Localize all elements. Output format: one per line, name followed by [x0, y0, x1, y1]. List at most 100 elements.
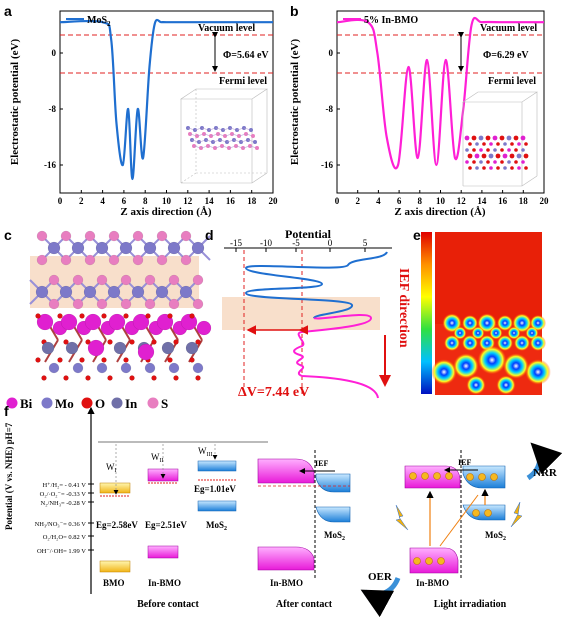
atom — [517, 142, 521, 146]
atom — [119, 241, 133, 255]
panel-b-fermi-label: Fermi level — [488, 76, 536, 87]
xtick-label: 6 — [397, 196, 402, 206]
atom — [192, 362, 204, 374]
electron — [466, 473, 474, 481]
atom — [120, 362, 132, 374]
atom — [132, 313, 150, 331]
atom — [524, 142, 528, 146]
atom — [496, 142, 500, 146]
charge-spot — [514, 335, 530, 351]
atom — [502, 153, 508, 159]
ytick-label: 0 — [329, 48, 334, 58]
light-irradiation-label: Light irradiation — [434, 599, 507, 610]
panel-c-heterostructure — [29, 230, 212, 381]
panel-b-xlabel: Z axis direction (Å) — [394, 206, 485, 218]
xtick-label: 6 — [122, 196, 127, 206]
atom — [180, 254, 192, 266]
ytick-label: -16 — [321, 160, 333, 170]
atom — [151, 339, 157, 345]
panel-d-interface-band — [222, 297, 380, 330]
atom — [196, 320, 212, 336]
electron — [409, 472, 417, 480]
atom — [65, 341, 79, 355]
w3-label: WIII — [198, 446, 213, 458]
xtick-label: 16 — [498, 196, 508, 206]
atom — [156, 230, 168, 242]
atom — [464, 135, 470, 141]
after-inbmo-cb — [257, 458, 315, 484]
atom — [489, 166, 493, 170]
atom — [41, 375, 47, 381]
atom — [489, 142, 493, 146]
atom — [57, 357, 63, 363]
redox-level-label: O₂/·O₂⁻= -0.33 V — [40, 491, 87, 498]
atom — [503, 166, 507, 170]
atom — [475, 142, 479, 146]
atom — [499, 135, 505, 141]
atom — [120, 298, 132, 310]
panel-b: b 0 2 4 6 8 10 12 14 16 18 20 0 -8 -16 5% In-BMO Vac… — [289, 3, 549, 218]
atom — [510, 166, 514, 170]
charge-spot — [497, 315, 513, 331]
mos2-label: MoS2 — [206, 520, 227, 532]
xtick-label: 20 — [269, 196, 279, 206]
charge-spot — [466, 375, 486, 395]
atom — [516, 153, 522, 159]
atom — [47, 241, 61, 255]
atom — [84, 313, 102, 331]
ytick-label: 0 — [52, 48, 57, 58]
oer-label: OER — [368, 571, 393, 583]
atom — [471, 135, 477, 141]
bmo-vb — [99, 560, 131, 573]
atom — [514, 160, 518, 164]
atom — [520, 135, 526, 141]
bmo-label: BMO — [103, 578, 125, 588]
panel-b-phi: Φ=6.29 eV — [483, 50, 529, 61]
atom — [151, 375, 157, 381]
atom — [472, 148, 476, 152]
charge-spot — [431, 359, 457, 385]
panel-d-title: Potential — [285, 227, 332, 241]
atom — [132, 254, 144, 266]
atom — [107, 375, 113, 381]
redox-level-label: H⁺/H₂= - 0.41 V — [42, 482, 86, 489]
ytick-label: -8 — [49, 104, 57, 114]
atom — [189, 357, 195, 363]
panel-b-xticks: 0 2 4 6 8 10 12 14 16 18 20 — [335, 190, 549, 206]
charge-spot — [477, 313, 497, 333]
charge-spot — [497, 335, 513, 351]
atom — [96, 298, 108, 310]
atom — [143, 241, 157, 255]
panel-b-yticks: 0 -8 -16 — [321, 48, 340, 170]
atom — [168, 362, 180, 374]
atom — [36, 254, 48, 266]
atom — [113, 341, 127, 355]
atom — [249, 128, 253, 132]
atom — [156, 254, 168, 266]
panel-e-charge-spots — [431, 313, 551, 395]
after-inbmo-label: In-BMO — [270, 578, 303, 588]
xtick-label: 2 — [79, 196, 84, 206]
legend-s-label: S — [161, 396, 168, 411]
xtick-label: 0 — [58, 196, 63, 206]
atom — [36, 313, 54, 331]
atom — [503, 142, 507, 146]
charge-spot — [503, 353, 529, 379]
atom — [506, 135, 512, 141]
panel-f-letter: f — [4, 403, 9, 419]
lightning-right-icon — [510, 501, 523, 528]
atom — [168, 298, 180, 310]
oer-arrow-icon — [360, 576, 401, 618]
panel-b-vacuum-label: Vacuum level — [480, 23, 537, 34]
electron — [421, 472, 429, 480]
w2-label: WII — [151, 452, 164, 464]
charge-spot — [496, 375, 516, 395]
atom — [144, 274, 156, 286]
atom — [63, 375, 69, 381]
atom — [474, 153, 480, 159]
atom — [192, 274, 204, 286]
atom — [509, 153, 515, 159]
redox-level-label: O₂/H₂O= 0.82 V — [43, 534, 87, 541]
eg-bmo: Eg=2.58eV — [96, 520, 138, 530]
atom — [521, 160, 525, 164]
